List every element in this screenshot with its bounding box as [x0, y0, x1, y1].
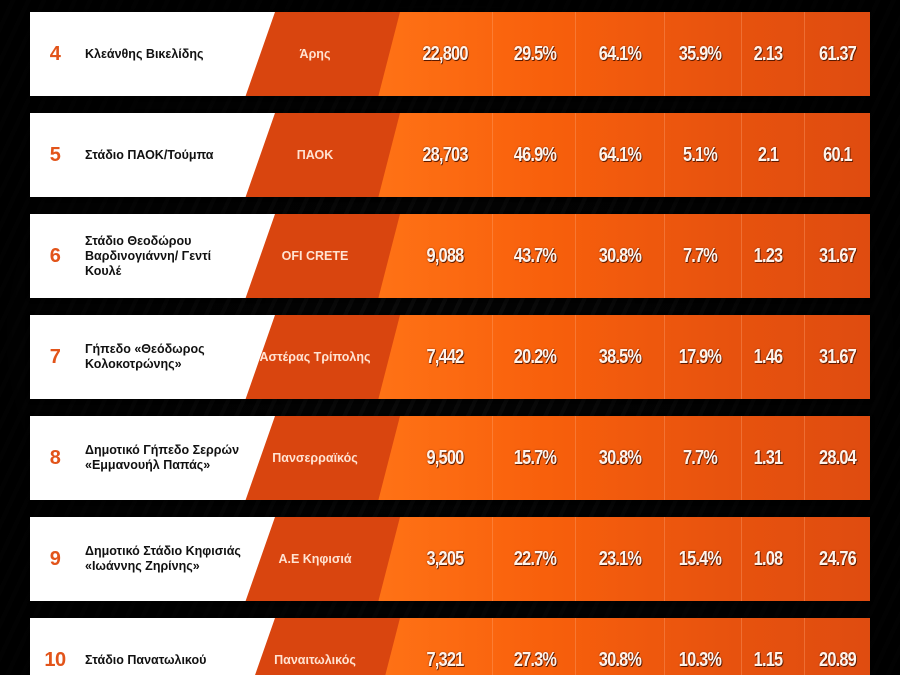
column-divider — [575, 416, 576, 500]
capacity: 9,088 — [426, 244, 465, 267]
rank: 9 — [49, 547, 61, 570]
column-divider — [575, 517, 576, 601]
stat-3-pct: 10.3% — [678, 648, 722, 671]
column-divider — [804, 12, 805, 96]
table-row: 10 Στάδιο Πανατωλικού Παναιτωλικός 7,321… — [30, 618, 870, 675]
capacity: 28,703 — [422, 143, 468, 166]
stat-2-pct: 64.1% — [598, 143, 642, 166]
column-divider — [492, 517, 493, 601]
stat-2-pct: 30.8% — [598, 648, 642, 671]
column-divider — [664, 12, 665, 96]
column-divider — [575, 618, 576, 675]
stat-2-pct: 38.5% — [598, 345, 642, 368]
stat-1-pct: 15.7% — [513, 446, 557, 469]
column-divider — [492, 113, 493, 197]
stat-2-pct: 30.8% — [598, 446, 642, 469]
team-name: Παναιτωλικός — [274, 653, 356, 667]
stadium-name: Γήπεδο «Θεόδωρος Κολοκοτρώνης» — [85, 342, 205, 371]
stat-2-pct: 30.8% — [598, 244, 642, 267]
stat-1-pct: 43.7% — [513, 244, 557, 267]
team-name: Πανσερραϊκός — [272, 451, 358, 465]
capacity: 9,500 — [426, 446, 465, 469]
table-row: 7 Γήπεδο «Θεόδωρος Κολοκοτρώνης» Αστέρας… — [30, 315, 870, 399]
rank: 8 — [49, 446, 61, 469]
score: 28.04 — [819, 446, 857, 469]
column-divider — [575, 214, 576, 298]
table-row: 6 Στάδιο Θεοδώρου Βαρδινογιάννη/ Γεντί Κ… — [30, 214, 870, 298]
stat-4: 2.1 — [757, 143, 779, 166]
column-divider — [664, 416, 665, 500]
stat-3-pct: 35.9% — [678, 42, 722, 65]
team-name: OFI CRETE — [281, 249, 349, 263]
stat-4: 1.23 — [753, 244, 783, 267]
table-row: 5 Στάδιο ΠΑΟΚ/Τούμπα ΠΑΟΚ 28,703 46.9% 6… — [30, 113, 870, 197]
rank: 7 — [49, 345, 61, 368]
column-divider — [804, 416, 805, 500]
capacity: 7,442 — [426, 345, 465, 368]
column-divider — [664, 315, 665, 399]
stat-3-pct: 17.9% — [678, 345, 722, 368]
column-divider — [664, 113, 665, 197]
column-divider — [804, 214, 805, 298]
column-divider — [492, 12, 493, 96]
capacity: 22,800 — [422, 42, 468, 65]
column-divider — [804, 618, 805, 675]
table-row: 9 Δημοτικό Στάδιο Κηφισιάς «Ιωάννης Ζηρί… — [30, 517, 870, 601]
stat-4: 1.08 — [753, 547, 783, 570]
stat-3-pct: 7.7% — [682, 244, 718, 267]
table-row: 4 Κλεάνθης Βικελίδης Άρης 22,800 29.5% 6… — [30, 12, 870, 96]
stadium-name: Στάδιο ΠΑΟΚ/Τούμπα — [85, 147, 214, 162]
column-divider — [492, 618, 493, 675]
capacity: 7,321 — [426, 648, 465, 671]
stat-3-pct: 7.7% — [682, 446, 718, 469]
column-divider — [664, 517, 665, 601]
team-name: ΠΑΟΚ — [296, 148, 334, 162]
column-divider — [575, 12, 576, 96]
column-divider — [664, 214, 665, 298]
stat-4: 1.31 — [753, 446, 783, 469]
score: 60.1 — [823, 143, 852, 166]
team-name: Αστέρας Τρίπολης — [259, 350, 371, 364]
column-divider — [492, 416, 493, 500]
stat-1-pct: 20.2% — [513, 345, 557, 368]
column-divider — [804, 315, 805, 399]
stadium-name: Στάδιο Θεοδώρου Βαρδινογιάννη/ Γεντί Κου… — [85, 233, 212, 278]
stat-3-pct: 5.1% — [682, 143, 718, 166]
stadium-ranking-table: 4 Κλεάνθης Βικελίδης Άρης 22,800 29.5% 6… — [30, 12, 870, 675]
rank: 5 — [49, 143, 61, 166]
stat-1-pct: 27.3% — [513, 648, 557, 671]
stadium-name: Στάδιο Πανατωλικού — [85, 652, 207, 667]
stat-2-pct: 23.1% — [598, 547, 642, 570]
stadium-name: Δημοτικό Στάδιο Κηφισιάς «Ιωάννης Ζηρίνη… — [85, 544, 241, 573]
stat-1-pct: 29.5% — [513, 42, 557, 65]
team-name: Άρης — [299, 47, 331, 61]
stat-4: 1.15 — [753, 648, 783, 671]
stadium-name: Δημοτικό Γήπεδο Σερρών «Εμμανουήλ Παπάς» — [85, 443, 240, 472]
rank: 6 — [49, 244, 61, 267]
stat-2-pct: 64.1% — [598, 42, 642, 65]
stat-1-pct: 46.9% — [513, 143, 557, 166]
stat-3-pct: 15.4% — [678, 547, 722, 570]
score: 20.89 — [819, 648, 857, 671]
rank: 10 — [44, 648, 66, 671]
capacity: 3,205 — [426, 547, 465, 570]
score: 31.67 — [819, 345, 857, 368]
team-name: Α.Ε Κηφισιά — [278, 552, 352, 566]
score: 61.37 — [819, 42, 857, 65]
column-divider — [804, 517, 805, 601]
rank: 4 — [49, 42, 61, 65]
column-divider — [492, 315, 493, 399]
column-divider — [575, 315, 576, 399]
column-divider — [492, 214, 493, 298]
column-divider — [804, 113, 805, 197]
stadium-name: Κλεάνθης Βικελίδης — [85, 46, 204, 61]
score: 24.76 — [819, 547, 857, 570]
table-row: 8 Δημοτικό Γήπεδο Σερρών «Εμμανουήλ Παπά… — [30, 416, 870, 500]
column-divider — [575, 113, 576, 197]
stat-4: 2.13 — [753, 42, 783, 65]
stat-1-pct: 22.7% — [513, 547, 557, 570]
column-divider — [664, 618, 665, 675]
stat-4: 1.46 — [753, 345, 783, 368]
score: 31.67 — [819, 244, 857, 267]
